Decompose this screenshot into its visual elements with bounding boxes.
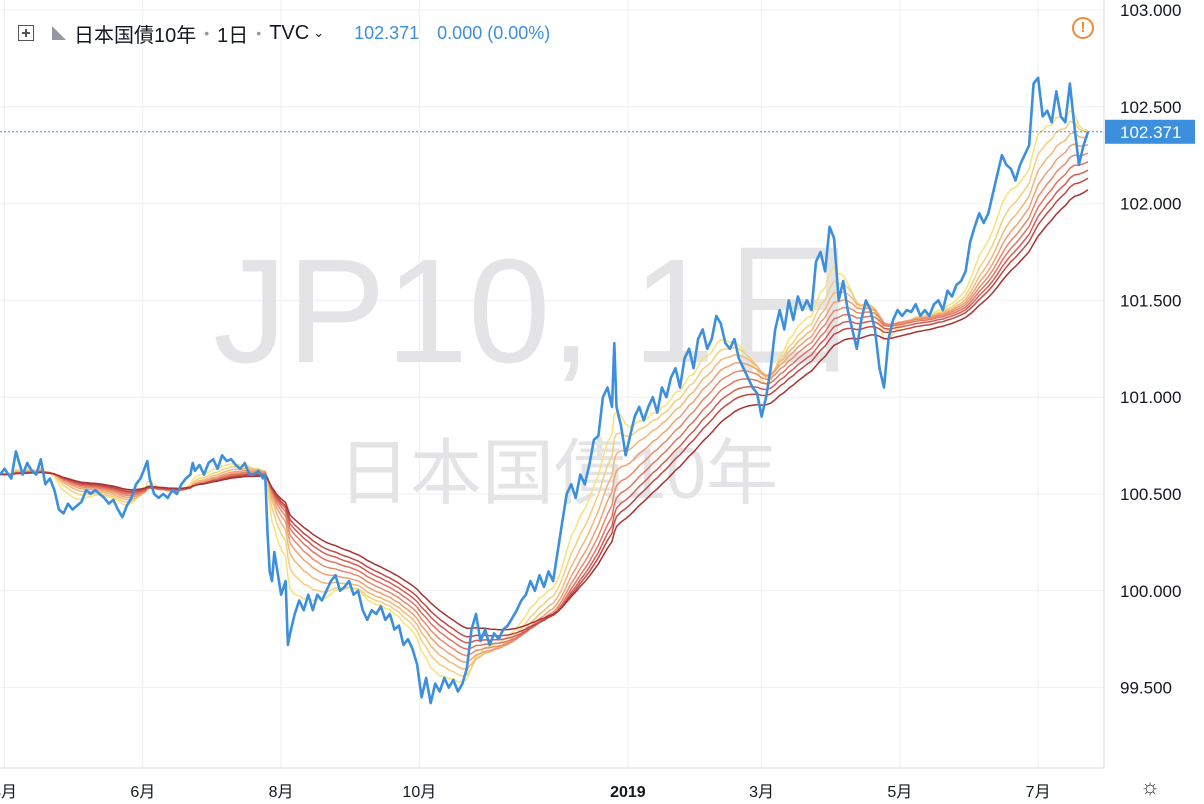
price-tick-label: 102.500: [1120, 98, 1181, 117]
legend-change: 0.000 (0.00%): [437, 22, 551, 43]
ma-ribbon-line: [0, 189, 1089, 631]
last-price-tag-label: 102.371: [1120, 123, 1181, 142]
symbol-name[interactable]: 日本国債10年: [74, 24, 197, 47]
ma-ribbon-line: [0, 132, 1089, 670]
ma-ribbon-line: [0, 109, 1089, 683]
chart-legend: 日本国債10年 • 1日 • TVC ⌄ 102.371 0.000 (0.00…: [18, 18, 568, 48]
time-tick-label: 7月: [1026, 784, 1051, 801]
time-tick-label: 6月: [130, 784, 155, 801]
crosshair-icon[interactable]: [18, 25, 34, 41]
alert-icon[interactable]: !: [1072, 17, 1094, 39]
last-price-tag: 102.371: [1105, 119, 1195, 144]
legend-price: 102.371: [354, 22, 420, 43]
time-tick-label: 3月: [749, 784, 774, 801]
time-axis[interactable]: 4月 6月 8月 10月 2019 3月 5月 7月: [0, 784, 1051, 801]
time-tick-label: 2019: [610, 784, 646, 801]
gear-icon[interactable]: ☼: [1140, 774, 1161, 799]
price-tick-label: 103.000: [1120, 1, 1181, 20]
price-tick-label: 102.000: [1120, 195, 1181, 214]
watermark-ticker: JP10, 1日: [213, 229, 863, 394]
separator-dot: •: [256, 25, 262, 41]
price-tick-label: 99.500: [1120, 679, 1172, 698]
ma-ribbon-line: [0, 120, 1089, 677]
separator-dot: •: [204, 25, 210, 41]
time-tick-label: 5月: [887, 784, 912, 801]
last-price-tag-bg: [1105, 119, 1195, 144]
chevron-down-icon[interactable]: ⌄: [313, 25, 325, 40]
price-line: [0, 76, 1090, 705]
price-tick-label: 100.000: [1120, 582, 1181, 601]
ma-ribbon: [0, 109, 1089, 683]
interval-label[interactable]: 1日: [217, 24, 249, 47]
price-tick-label: 101.500: [1120, 291, 1181, 310]
price-axis[interactable]: 103.000 102.500 102.000 101.500 101.000 100.5…: [1120, 1, 1181, 698]
time-tick-label: 8月: [269, 784, 294, 801]
price-series: [0, 76, 1090, 705]
flag-icon[interactable]: [52, 26, 66, 40]
time-tick-label: 10月: [402, 784, 436, 801]
price-tick-label: 100.500: [1120, 485, 1181, 504]
watermark-symbol-name: 日本国債10年: [338, 434, 778, 514]
time-tick-label: 4月: [0, 784, 17, 801]
chart-grid: [0, 0, 1104, 768]
price-tick-label: 101.000: [1120, 388, 1181, 407]
source-label[interactable]: TVC: [269, 21, 310, 44]
